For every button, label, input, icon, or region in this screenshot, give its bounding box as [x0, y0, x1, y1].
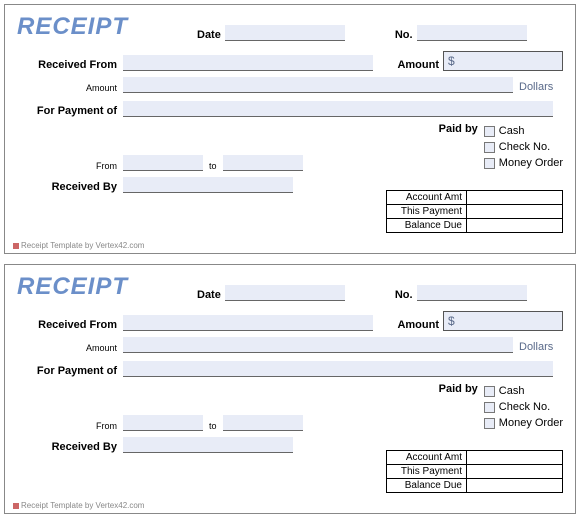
receipt-card: RECEIPT Date No. Received From Amount $ … — [4, 4, 576, 254]
for-payment-label: For Payment of — [17, 365, 117, 377]
date-label: Date — [197, 29, 221, 41]
mo-label: Money Order — [499, 157, 563, 169]
summary-this-payment-field[interactable] — [467, 465, 563, 479]
receipt-card: RECEIPT Date No. Received From Amount $ … — [4, 264, 576, 514]
summary-this-payment-field[interactable] — [467, 205, 563, 219]
received-from-label: Received From — [17, 319, 117, 331]
summary-table: Account Amt This Payment Balance Due — [386, 450, 563, 493]
date-label: Date — [197, 289, 221, 301]
summary-account-amt-label: Account Amt — [387, 451, 467, 465]
check-label: Check No. — [499, 141, 550, 153]
paid-by-label: Paid by — [439, 383, 478, 431]
footer-text: Receipt Template by Vertex42.com — [21, 241, 144, 250]
period-to-field[interactable] — [223, 415, 303, 431]
footer: Receipt Template by Vertex42.com — [13, 501, 144, 510]
dollar-sign: $ — [448, 314, 455, 328]
amount-word-label: Amount — [17, 83, 117, 93]
amount-box[interactable]: $ — [443, 51, 563, 71]
summary-this-payment-label: This Payment — [387, 465, 467, 479]
received-from-field[interactable] — [123, 315, 373, 331]
paid-by-block: Paid by Cash Check No. Money Order — [439, 383, 563, 431]
dollars-label: Dollars — [519, 81, 553, 93]
received-from-field[interactable] — [123, 55, 373, 71]
period-from-field[interactable] — [123, 415, 203, 431]
mo-checkbox[interactable] — [484, 418, 495, 429]
to-label: to — [209, 161, 217, 171]
date-field[interactable] — [225, 25, 345, 41]
period-from-field[interactable] — [123, 155, 203, 171]
from-label: From — [17, 421, 117, 431]
summary-balance-due-label: Balance Due — [387, 479, 467, 493]
amount-words-field[interactable] — [123, 337, 513, 353]
for-payment-field[interactable] — [123, 361, 553, 377]
received-from-label: Received From — [17, 59, 117, 71]
amount-label: Amount — [397, 319, 439, 331]
cash-label: Cash — [499, 125, 525, 137]
amount-box[interactable]: $ — [443, 311, 563, 331]
summary-balance-due-field[interactable] — [467, 479, 563, 493]
cash-checkbox[interactable] — [484, 386, 495, 397]
mo-checkbox[interactable] — [484, 158, 495, 169]
received-by-field[interactable] — [123, 437, 293, 453]
received-by-label: Received By — [17, 181, 117, 193]
no-field[interactable] — [417, 285, 527, 301]
receipt-title: RECEIPT — [17, 273, 167, 301]
summary-table: Account Amt This Payment Balance Due — [386, 190, 563, 233]
for-payment-field[interactable] — [123, 101, 553, 117]
summary-account-amt-field[interactable] — [467, 451, 563, 465]
from-label: From — [17, 161, 117, 171]
no-label: No. — [395, 29, 413, 41]
for-payment-label: For Payment of — [17, 105, 117, 117]
mo-label: Money Order — [499, 417, 563, 429]
footer-square-icon — [13, 503, 19, 509]
footer: Receipt Template by Vertex42.com — [13, 241, 144, 250]
to-label: to — [209, 421, 217, 431]
cash-label: Cash — [499, 385, 525, 397]
amount-words-field[interactable] — [123, 77, 513, 93]
cash-checkbox[interactable] — [484, 126, 495, 137]
summary-balance-due-label: Balance Due — [387, 219, 467, 233]
summary-balance-due-field[interactable] — [467, 219, 563, 233]
footer-square-icon — [13, 243, 19, 249]
no-label: No. — [395, 289, 413, 301]
summary-account-amt-field[interactable] — [467, 191, 563, 205]
footer-text: Receipt Template by Vertex42.com — [21, 501, 144, 510]
paid-by-label: Paid by — [439, 123, 478, 171]
received-by-field[interactable] — [123, 177, 293, 193]
no-field[interactable] — [417, 25, 527, 41]
paid-by-block: Paid by Cash Check No. Money Order — [439, 123, 563, 171]
dollars-label: Dollars — [519, 341, 553, 353]
summary-account-amt-label: Account Amt — [387, 191, 467, 205]
summary-this-payment-label: This Payment — [387, 205, 467, 219]
receipt-title: RECEIPT — [17, 13, 167, 41]
check-label: Check No. — [499, 401, 550, 413]
dollar-sign: $ — [448, 54, 455, 68]
amount-word-label: Amount — [17, 343, 117, 353]
received-by-label: Received By — [17, 441, 117, 453]
period-to-field[interactable] — [223, 155, 303, 171]
check-checkbox[interactable] — [484, 142, 495, 153]
amount-label: Amount — [397, 59, 439, 71]
date-field[interactable] — [225, 285, 345, 301]
check-checkbox[interactable] — [484, 402, 495, 413]
